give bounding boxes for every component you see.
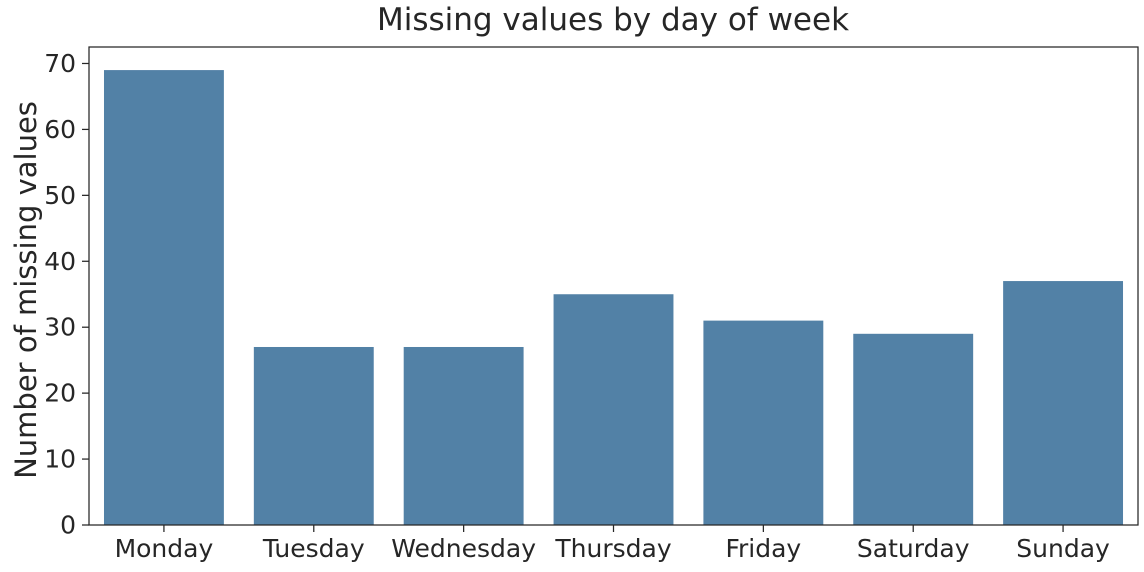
x-tick-label-thursday: Thursday [554,534,671,563]
bar-thursday [553,294,674,525]
x-tick-label-saturday: Saturday [857,534,970,563]
y-axis-label: Number of missing values [9,101,43,479]
bar-saturday [853,333,974,525]
y-tick-label: 30 [44,313,76,342]
x-tick-label-sunday: Sunday [1016,534,1110,563]
y-tick-label: 20 [44,379,76,408]
bar-monday [103,70,224,525]
x-tick-label-friday: Friday [725,534,801,563]
y-tick-label: 40 [44,247,76,276]
bar-sunday [1003,281,1124,525]
x-axis-ticks: Monday Tuesday Wednesday Thursday Friday Satu… [115,525,1110,563]
bar-wednesday [403,346,524,525]
bar-friday [703,320,824,525]
bars-group [103,70,1124,525]
x-tick-label-monday: Monday [115,534,214,563]
y-tick-label: 60 [44,115,76,144]
y-tick-label: 50 [44,181,76,210]
x-tick-label-wednesday: Wednesday [391,534,536,563]
y-tick-label: 70 [44,49,76,78]
y-tick-label: 10 [44,445,76,474]
bar-tuesday [253,346,374,525]
plot-frame [88,46,1139,526]
chart-title: Missing values by day of week [377,2,849,38]
y-axis-ticks: 0 10 20 30 40 50 60 70 [44,49,89,540]
y-tick-label: 0 [60,511,76,540]
x-tick-label-tuesday: Tuesday [262,534,365,563]
